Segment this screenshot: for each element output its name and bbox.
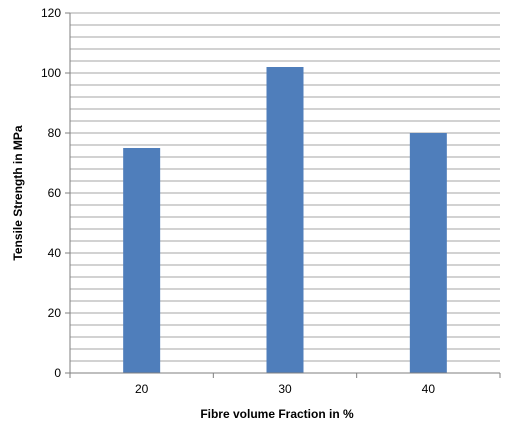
- x-axis-label: Fibre volume Fraction in %: [200, 407, 354, 421]
- x-tick-label: 30: [278, 382, 292, 396]
- axes: [65, 12, 501, 378]
- x-tick-label: 20: [135, 382, 149, 396]
- y-tick-label: 60: [48, 186, 62, 200]
- y-tick-label: 80: [48, 126, 62, 140]
- y-tick-label: 100: [41, 66, 61, 80]
- y-tick-label: 120: [41, 6, 61, 20]
- y-tick-label: 0: [54, 366, 61, 380]
- y-tick-label: 40: [48, 246, 62, 260]
- y-tick-labels: 0 20 40 60 80 100 120: [41, 6, 61, 380]
- bar-20: [123, 148, 161, 373]
- y-tick-label: 20: [48, 306, 62, 320]
- bar-30: [266, 67, 304, 373]
- y-axis-label: Tensile Strength in MPa: [11, 125, 25, 260]
- bars: [123, 67, 447, 373]
- x-tick-label: 40: [422, 382, 436, 396]
- x-tick-labels: 20 30 40: [135, 382, 435, 396]
- bar-40: [409, 133, 447, 373]
